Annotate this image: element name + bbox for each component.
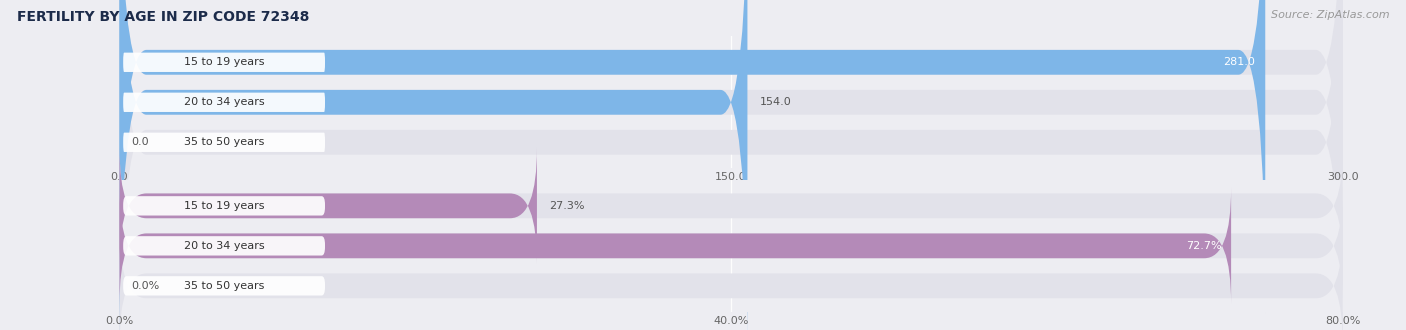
Text: 0.0%: 0.0% <box>132 281 160 291</box>
FancyBboxPatch shape <box>120 148 1343 264</box>
Text: Source: ZipAtlas.com: Source: ZipAtlas.com <box>1271 10 1389 20</box>
FancyBboxPatch shape <box>120 0 1343 330</box>
FancyBboxPatch shape <box>120 0 1343 314</box>
Text: 281.0: 281.0 <box>1223 57 1256 67</box>
Text: 15 to 19 years: 15 to 19 years <box>184 201 264 211</box>
FancyBboxPatch shape <box>124 52 325 72</box>
FancyBboxPatch shape <box>120 0 1343 330</box>
Text: 15 to 19 years: 15 to 19 years <box>184 57 264 67</box>
Text: 20 to 34 years: 20 to 34 years <box>184 241 264 251</box>
Text: 27.3%: 27.3% <box>550 201 585 211</box>
FancyBboxPatch shape <box>124 93 325 112</box>
Text: 72.7%: 72.7% <box>1185 241 1222 251</box>
Text: 0.0: 0.0 <box>132 137 149 147</box>
FancyBboxPatch shape <box>124 236 325 255</box>
FancyBboxPatch shape <box>120 0 748 330</box>
Text: 35 to 50 years: 35 to 50 years <box>184 281 264 291</box>
FancyBboxPatch shape <box>120 188 1343 304</box>
FancyBboxPatch shape <box>124 196 325 215</box>
Text: FERTILITY BY AGE IN ZIP CODE 72348: FERTILITY BY AGE IN ZIP CODE 72348 <box>17 10 309 24</box>
FancyBboxPatch shape <box>120 188 1232 304</box>
Text: 154.0: 154.0 <box>759 97 792 107</box>
FancyBboxPatch shape <box>120 0 1265 314</box>
FancyBboxPatch shape <box>124 133 325 152</box>
Text: 20 to 34 years: 20 to 34 years <box>184 97 264 107</box>
FancyBboxPatch shape <box>124 276 325 296</box>
FancyBboxPatch shape <box>120 148 537 264</box>
Text: 35 to 50 years: 35 to 50 years <box>184 137 264 147</box>
FancyBboxPatch shape <box>120 228 1343 330</box>
